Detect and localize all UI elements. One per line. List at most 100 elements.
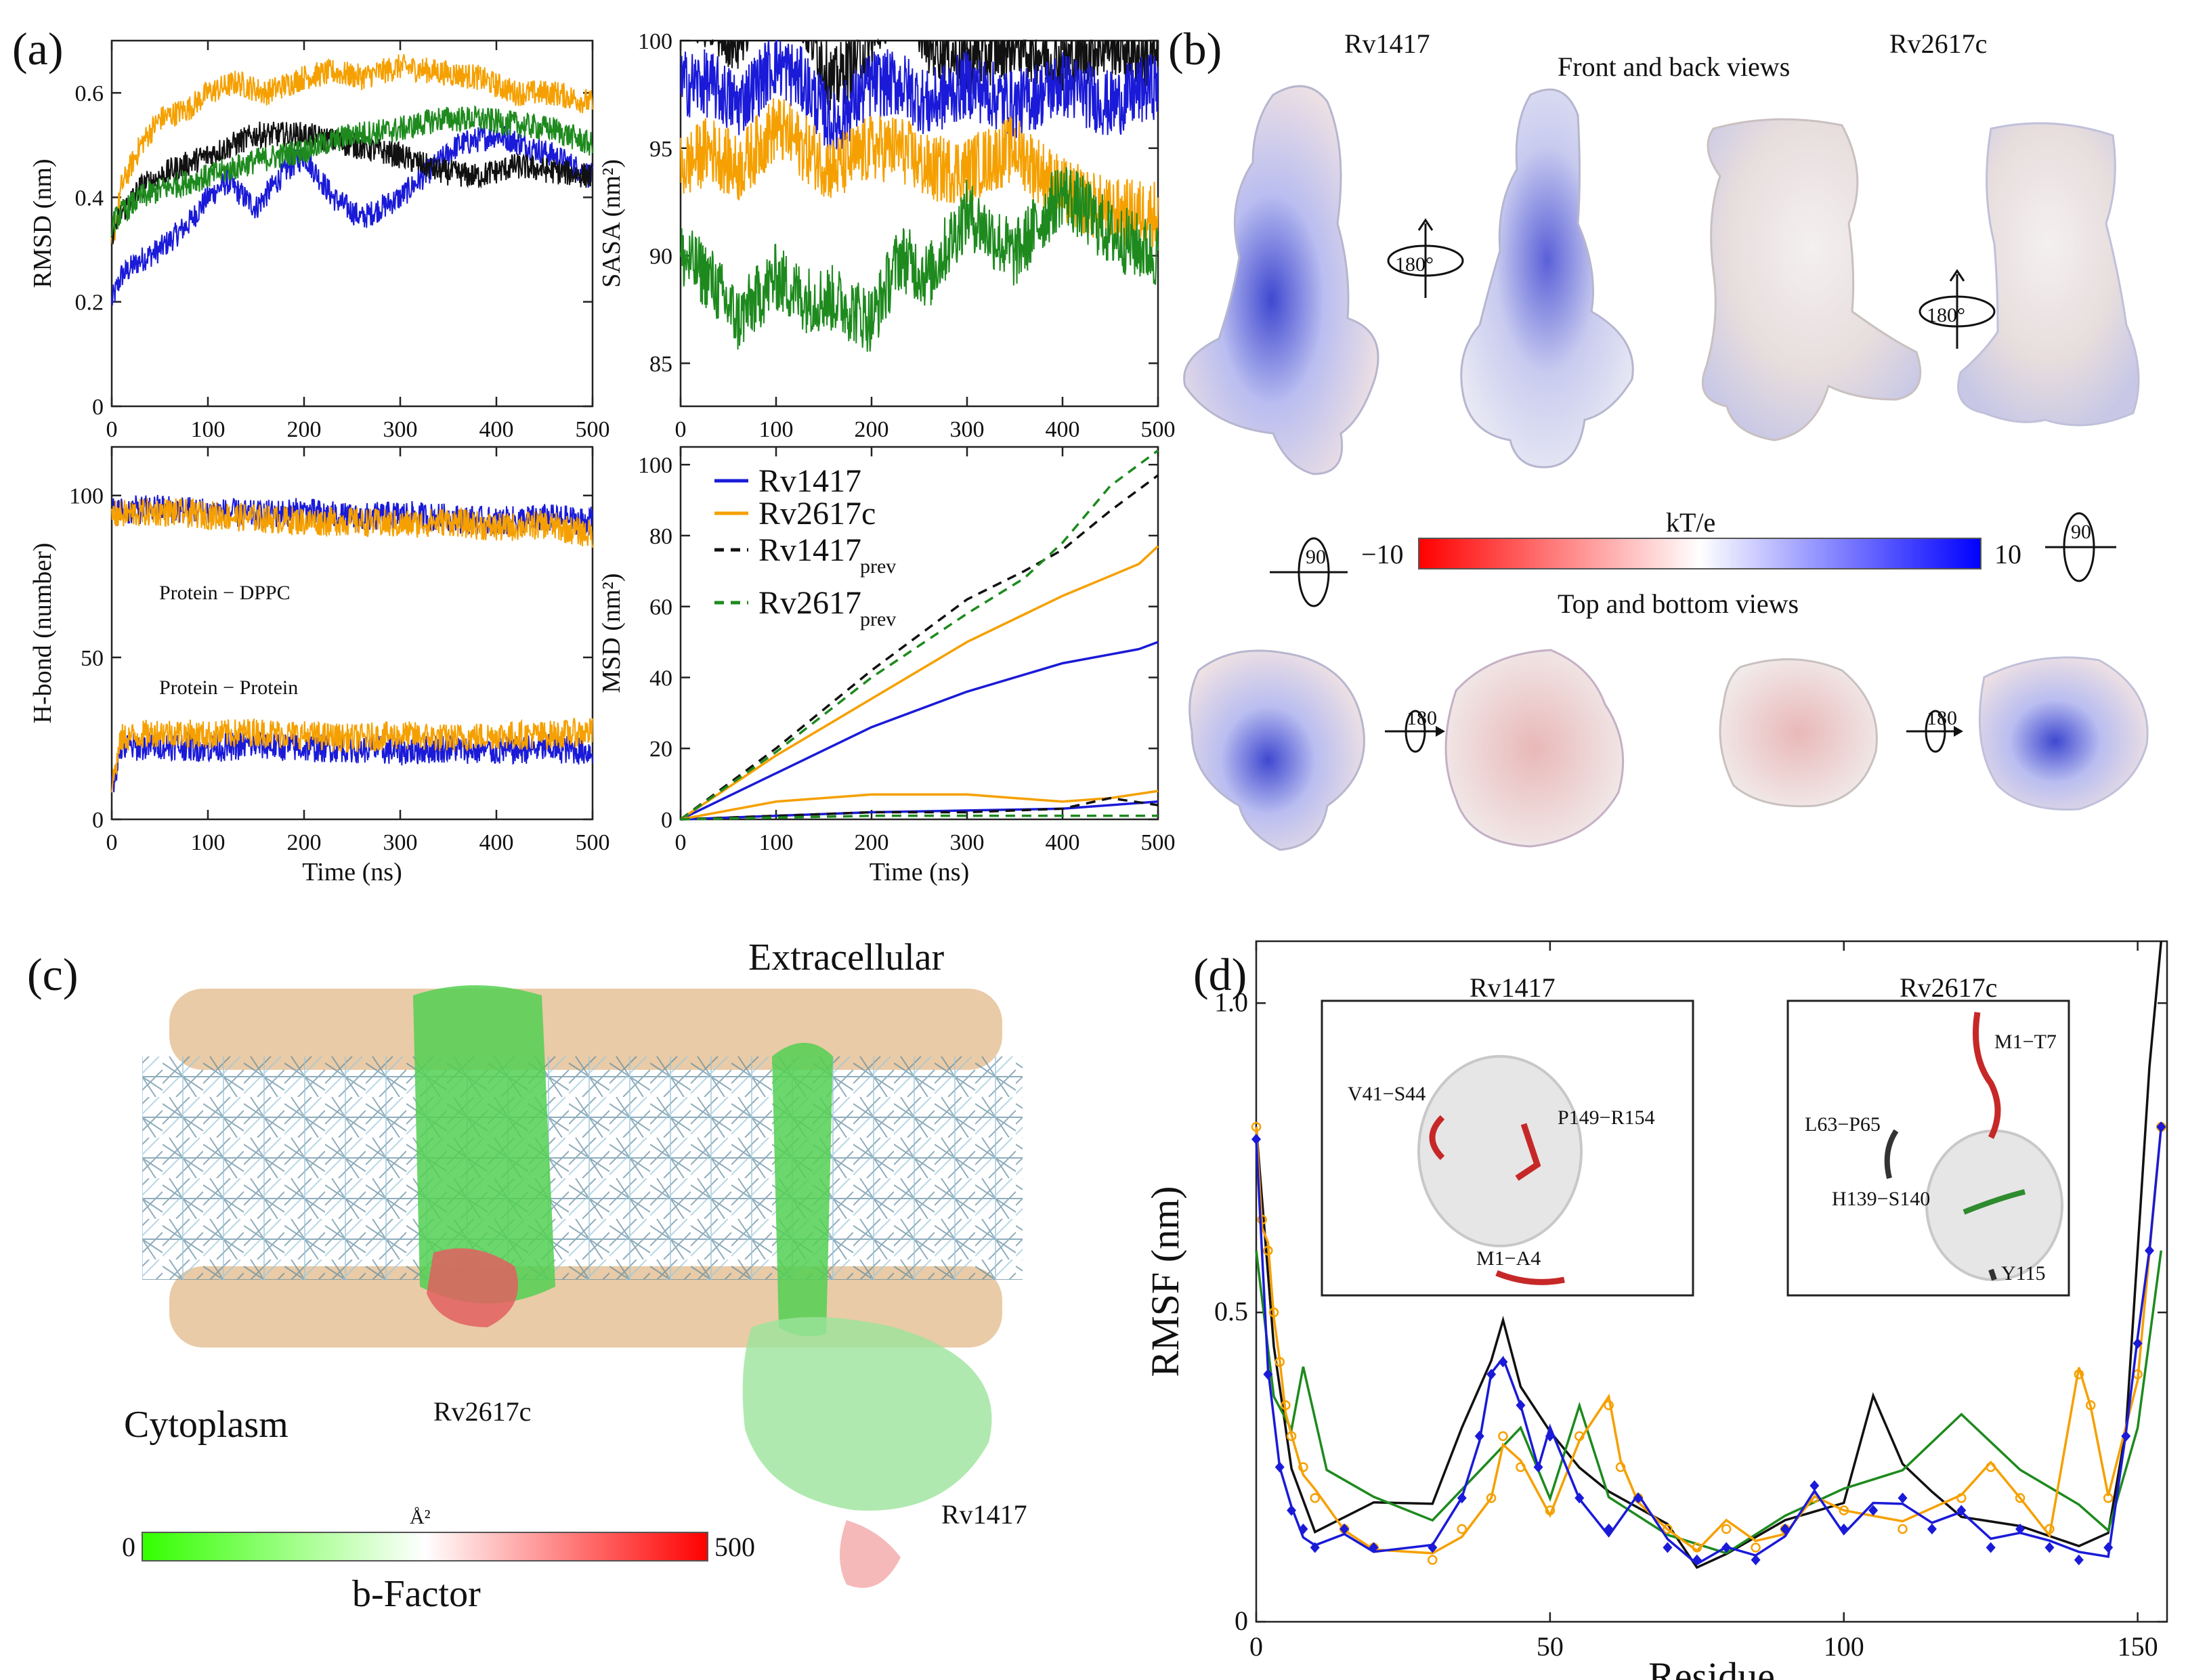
msd-xlabel: Time (ns) (870, 858, 969, 886)
rv2617c-red-region (427, 1248, 518, 1327)
rmsf-point-rv1417 (1956, 1505, 1967, 1516)
rmsf-point-rv1417 (1263, 1369, 1273, 1380)
surface-rv2617c-top (1719, 658, 1878, 808)
msd-ytick-label: 0 (661, 808, 672, 833)
rmsf-point-rv1417 (1809, 1480, 1820, 1491)
msd-series-rv2617c (680, 545, 1159, 821)
legend-label-rv1417: Rv1417 (758, 463, 861, 499)
loop-h139-s140 (1963, 1189, 2026, 1215)
rmsf-point-rv2617c (1751, 1543, 1761, 1553)
surface-rv2617c-bottom (1978, 656, 2149, 811)
rmsf-point-rv1417 (2044, 1542, 2055, 1553)
rotate-90-icon-left: 90 (1270, 537, 1348, 607)
inset-title-rv1417: Rv1417 (1470, 972, 1556, 1003)
rmsf-point-rv2617c (2044, 1524, 2055, 1534)
rmsd-ytick-label: 0.2 (75, 290, 104, 316)
rmsf-point-rv1417 (1486, 1369, 1497, 1380)
rmsf-point-rv2617c (1898, 1524, 1908, 1534)
msd-ytick-label: 40 (649, 666, 672, 691)
rmsf-point-rv2617c (1486, 1493, 1497, 1503)
sasa-ytick-label: 100 (638, 29, 672, 54)
sasa-ytick-label: 85 (649, 351, 672, 376)
msd-ytick-label: 60 (649, 595, 672, 620)
legend-sub-rv1417prev: prev (860, 555, 896, 578)
rmsd-ytick-label: 0.6 (75, 81, 104, 106)
rmsf-point-rv2617c (1274, 1357, 1285, 1367)
arrow-icon-1: 180 (1385, 707, 1445, 753)
sasa-series-rv1417 (680, 40, 1159, 161)
inset-label-m1-a4: M1−A4 (1476, 1247, 1541, 1270)
msd-xtick-label: 400 (1046, 830, 1080, 855)
hbond-xtick-label: 0 (106, 830, 118, 855)
inset-label-v41-s44: V41−S44 (1348, 1083, 1426, 1105)
loop-m1-a4 (1495, 1270, 1565, 1285)
hbond-series-rv2617c-dppc (111, 498, 593, 548)
msd-ytick-label: 80 (649, 524, 672, 549)
rmsf-point-rv2617c (2015, 1493, 2026, 1503)
sasa-ylabel: SASA (nm²) (597, 159, 626, 288)
rmsf-point-rv1417 (1545, 1430, 1555, 1442)
rmsf-point-rv1417 (1986, 1542, 1996, 1553)
label-extracellular: Extracellular (748, 936, 945, 978)
inset-label-p149-r154: P149−R154 (1558, 1106, 1655, 1129)
msd-xtick-label: 200 (855, 830, 889, 855)
msd-xtick-label: 500 (1141, 830, 1176, 855)
potential-colorbar (1418, 538, 1981, 569)
hbond-annotation-protein: Protein − Protein (159, 676, 298, 699)
sasa-ytick-label: 95 (649, 137, 672, 162)
rmsf-ylabel: RMSF (nm) (1143, 1186, 1187, 1377)
rmsf-ytick-label: 1.0 (1214, 987, 1248, 1017)
rmsf-point-rv1417 (1692, 1554, 1702, 1566)
rmsf-xlabel: Residue (1648, 1654, 1775, 1680)
rmsf-point-rv1417 (1498, 1356, 1508, 1368)
rmsd-chart: 0 100 200 300 400 500 0 0.2 0.4 0.6 RMSD (nm) (28, 39, 610, 442)
rmsf-point-rv2617c (1986, 1462, 1996, 1472)
sasa-xtick-label: 400 (1046, 417, 1080, 442)
rmsf-point-rv1417 (1428, 1542, 1438, 1553)
rmsf-point-rv2617c (1574, 1431, 1585, 1442)
rotate-180-icon: 180° (1387, 218, 1464, 298)
rotate-180-label-2: 180° (1927, 304, 1965, 326)
rmsf-point-rv2617c (1286, 1431, 1297, 1442)
hbond-ytick-label: 100 (69, 484, 104, 509)
inset-title-rv2617c: Rv2617c (1900, 972, 1997, 1003)
bfactor-min: 0 (122, 1532, 135, 1562)
rmsf-point-rv2617c (1663, 1524, 1673, 1534)
rmsf-point-rv1417 (1533, 1461, 1543, 1473)
legend-label-rv2617c: Rv2617c (758, 496, 876, 532)
inset-structure-rv1417 (1417, 1055, 1583, 1247)
bfactor-colorbar (142, 1532, 708, 1561)
sasa-ytick-label: 90 (649, 244, 672, 270)
msd-ylabel: MSD (nm²) (597, 573, 626, 693)
label-cytoplasm: Cytoplasm (124, 1404, 288, 1446)
hbond-series-rv2617c-protein (111, 717, 593, 793)
hbond-ytick-label: 0 (92, 808, 104, 833)
surface-rv1417-bottom (1444, 649, 1625, 848)
rmsf-point-rv2617c (1956, 1493, 1967, 1503)
msd-series-rv1417_prev (679, 474, 1159, 821)
rmsf-point-rv2617c (2074, 1369, 2084, 1379)
rmsf-point-rv2617c (1310, 1493, 1321, 1503)
rv1417-helices (772, 1043, 833, 1337)
rmsd-ytick-label: 0 (92, 395, 104, 420)
msd-series-rv2617_prev (679, 449, 1159, 821)
panel-label-d: (d) (1193, 949, 1247, 1000)
rmsf-series-rv1417 (1255, 1126, 2163, 1566)
msd-ytick-label: 100 (638, 453, 672, 478)
label-rv2617c: Rv2617c (433, 1396, 531, 1427)
arrow-label-1: 180 (1407, 707, 1437, 729)
rmsf-xtick-label: 100 (1824, 1631, 1864, 1662)
inset-label-m1-t7: M1−T7 (1994, 1031, 2057, 1053)
rmsf-point-rv2617c (1498, 1431, 1508, 1442)
inset-structure-rv2617c (1925, 1129, 2063, 1281)
rmsd-series-rv1417 (111, 126, 593, 306)
rmsf-point-rv2617c (1721, 1524, 1732, 1534)
msd-series-rv1417-lat (680, 800, 1159, 821)
rotate-90-icon-right: 90 (2045, 512, 2116, 582)
rmsf-point-rv2617c (1257, 1214, 1267, 1225)
panel-b-title-rv1417: Rv1417 (1344, 28, 1430, 59)
rmsf-point-rv1417 (1298, 1523, 1308, 1534)
rmsf-point-rv1417 (2133, 1337, 2143, 1349)
rmsf-xtick-label: 0 (1249, 1631, 1263, 1662)
rmsd-xtick-label: 300 (383, 417, 418, 442)
